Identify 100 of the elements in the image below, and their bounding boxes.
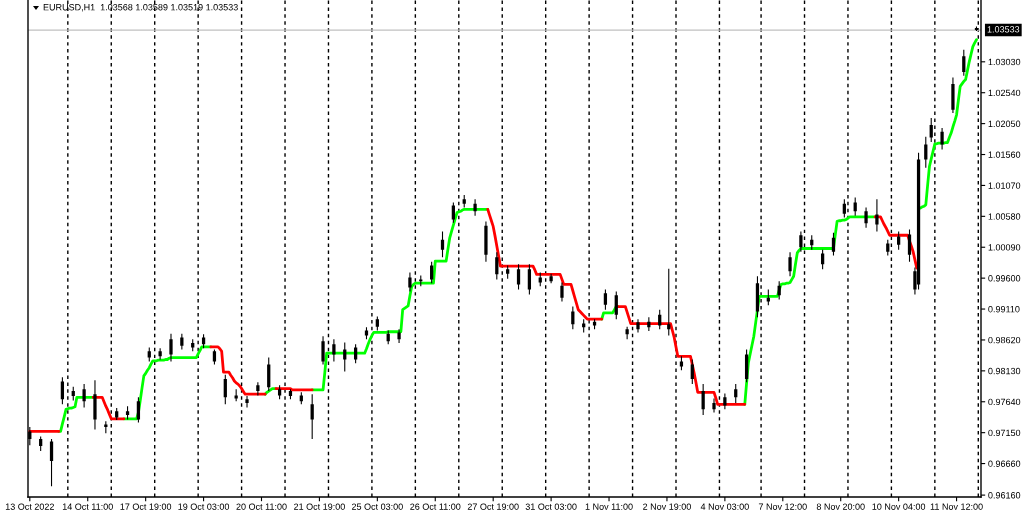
candlestick <box>462 194 466 208</box>
candlestick <box>924 136 928 168</box>
candlestick <box>440 231 445 258</box>
candlestick <box>777 281 781 300</box>
y-tick-label: 0.97640 <box>988 398 1021 406</box>
candlestick <box>104 421 108 434</box>
candlestick <box>201 334 206 349</box>
candlestick <box>147 347 151 362</box>
candlestick <box>125 406 130 420</box>
candlestick <box>506 265 510 279</box>
candlestick <box>636 319 640 333</box>
x-tick-label: 26 Oct 11:00 <box>410 503 461 510</box>
candlestick <box>277 385 282 400</box>
y-tick-label: 1.01070 <box>988 182 1021 189</box>
x-tick-label: 10 Nov 04:00 <box>872 503 926 510</box>
y-tick-label: 0.97150 <box>988 429 1021 437</box>
y-tick-label: 0.98620 <box>988 336 1021 344</box>
candlestick <box>364 327 369 340</box>
candlestick <box>831 232 836 256</box>
candlestick <box>495 252 499 280</box>
candlestick <box>397 329 401 344</box>
x-tick-label: 8 Nov 20:00 <box>816 503 865 510</box>
candlestick <box>723 393 727 410</box>
y-tick-label: 1.00580 <box>988 213 1021 220</box>
candlestick <box>690 359 694 385</box>
candlestick <box>375 316 379 331</box>
candlestick <box>408 272 412 292</box>
candlestick <box>71 386 75 401</box>
candlestick <box>516 264 521 290</box>
y-tick-label: 1.01560 <box>988 151 1021 158</box>
candlestick <box>288 389 293 400</box>
candlestick <box>93 380 97 430</box>
ref-line-label: 1.03533 <box>987 26 1020 33</box>
x-tick-label: 31 Oct 03:00 <box>525 503 577 510</box>
y-tick-label: 1.00090 <box>988 244 1021 251</box>
candlestick <box>897 231 901 250</box>
candlestick <box>712 398 716 413</box>
candlestick <box>560 282 564 302</box>
candlestick <box>332 339 336 362</box>
candlestick <box>267 357 271 392</box>
candlestick <box>180 333 184 350</box>
candlestick <box>212 349 217 365</box>
y-tick-label: 0.98130 <box>988 367 1021 375</box>
candlestick <box>115 408 119 421</box>
candlestick <box>940 128 944 150</box>
candlestick <box>353 344 358 364</box>
x-tick-label: 19 Oct 03:00 <box>178 503 230 510</box>
x-tick-label: 14 Oct 11:00 <box>62 503 113 510</box>
y-tick-label: 0.96660 <box>988 460 1021 467</box>
x-tick-label: 13 Oct 2022 <box>5 503 54 510</box>
candlestick <box>136 397 141 423</box>
x-tick-label: 27 Oct 19:00 <box>467 503 519 510</box>
candlestick <box>907 229 912 262</box>
candlestick <box>886 239 890 256</box>
candlestick <box>527 264 532 295</box>
candlestick <box>49 438 54 487</box>
y-tick-label: 1.03030 <box>988 58 1021 66</box>
y-tick-label: 0.99600 <box>988 275 1021 282</box>
x-tick-label: 7 Nov 12:00 <box>758 503 807 510</box>
candlestick <box>962 49 966 76</box>
x-tick-label: 2 Nov 19:00 <box>643 503 691 510</box>
candlestick <box>853 197 857 216</box>
y-tick-label: 0.99110 <box>988 306 1020 313</box>
candlestick <box>321 336 325 365</box>
x-tick-label: 1 Nov 11:00 <box>585 503 633 510</box>
candlestick <box>191 339 195 352</box>
x-tick-label: 4 Nov 03:00 <box>700 503 749 510</box>
candlestick <box>744 349 749 383</box>
candlestick <box>158 348 162 360</box>
y-tick-label: 1.02540 <box>988 89 1021 97</box>
x-tick-label: 25 Oct 03:00 <box>351 503 403 510</box>
candlestick <box>875 199 879 232</box>
candlestick <box>679 356 684 371</box>
candlestick <box>82 384 86 408</box>
candlestick <box>245 396 249 408</box>
candlestick <box>701 384 705 416</box>
candlestick <box>614 291 618 320</box>
candlestick <box>223 374 227 405</box>
candlestick <box>484 221 488 262</box>
candlestick <box>788 252 792 277</box>
x-tick-label: 17 Oct 19:00 <box>120 503 172 510</box>
candlestick <box>39 436 43 451</box>
candlestick <box>234 389 238 402</box>
candlestick <box>538 272 542 287</box>
candlestick <box>451 202 455 223</box>
y-tick-label: 0.96160 <box>988 492 1021 499</box>
candlestick <box>256 382 260 396</box>
candlestick <box>951 77 955 113</box>
x-tick-label: 20 Oct 11:00 <box>236 503 287 510</box>
candlestick <box>60 377 65 405</box>
candlestick <box>864 207 868 228</box>
candlestick <box>299 392 303 405</box>
chart-title: EURUSD,H1 1.03568 1.03589 1.03519 1.03533 <box>43 4 238 12</box>
x-tick-label: 11 Nov 12:00 <box>930 503 983 510</box>
x-tick-label: 21 Oct 19:00 <box>294 503 345 510</box>
y-tick-label: 1.02050 <box>988 120 1021 127</box>
candlestick <box>310 394 314 439</box>
candlestick <box>603 289 608 310</box>
candlestick <box>667 268 671 336</box>
candlestick <box>473 199 477 216</box>
